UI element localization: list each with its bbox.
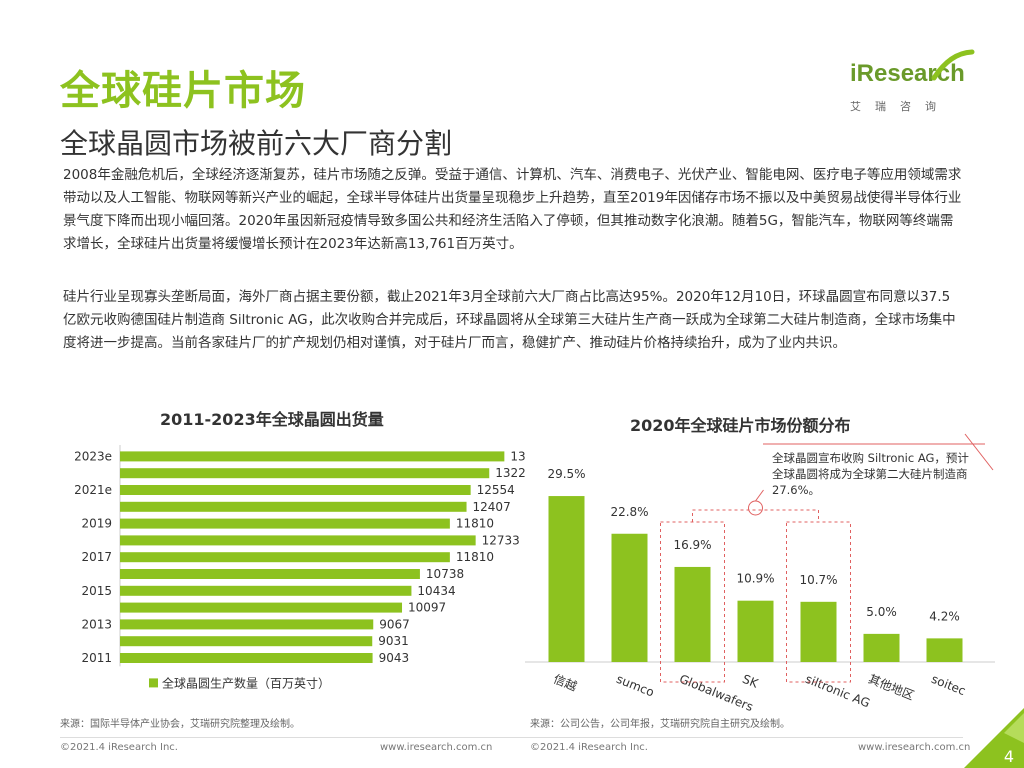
chart1-tick-2015: 2015 — [81, 584, 112, 598]
chart1-legend-label: 全球晶圆生产数量（百万英寸） — [162, 675, 330, 690]
chart1-tick-2019: 2019 — [81, 517, 112, 531]
source-right: 来源：公司公告，公司年报，艾瑞研究院自主研究及绘制。 — [530, 719, 790, 730]
footer-url-right: www.iresearch.com.cn — [858, 742, 971, 753]
chart1-tick-2017: 2017 — [81, 550, 112, 564]
paragraph-1: 2008年金融危机后，全球经济逐渐复苏，硅片市场随之反弹。受益于通信、计算机、汽… — [63, 167, 962, 252]
chart1-value-2015: 10434 — [417, 584, 455, 598]
chart1-bar-2011 — [120, 653, 373, 663]
chart1-value-2019: 11810 — [456, 517, 494, 531]
chart2-highlight-box-2 — [786, 521, 851, 683]
chart2-callout-leader — [755, 489, 764, 502]
chart2-value-Globalwafers: 16.9% — [673, 538, 711, 552]
chart2-bar-soitec — [926, 638, 963, 662]
chart2-tick-sumco: sumco — [614, 672, 656, 700]
source-left: 来源：国际半导体产业协会，艾瑞研究院整理及绘制。 — [60, 719, 300, 730]
chart2-bar-信越 — [548, 496, 585, 662]
chart1-value-2018: 12733 — [482, 533, 520, 547]
chart1-value-2013: 9067 — [379, 617, 410, 631]
chart1-bar-2023e — [120, 451, 505, 462]
chart2-bar-SK — [737, 600, 774, 662]
paragraph-2: 硅片行业呈现寡头垄断局面，海外厂商占据主要份额，截止2021年3月全球前六大厂商… — [63, 289, 956, 351]
chart1-value-2016: 10738 — [426, 567, 464, 581]
chart1-tick-2021e: 2021e — [74, 483, 112, 497]
chart2-tick-siltronic AG: siltronic AG — [803, 672, 872, 711]
chart1-bar-2021e — [120, 485, 471, 495]
chart1-bar-2019 — [120, 518, 450, 529]
footer-divider — [60, 737, 963, 738]
chart2-value-SK: 10.9% — [736, 572, 774, 586]
chart2-title: 2020年全球硅片市场份额分布 — [630, 416, 851, 435]
chart1-bar-2018 — [120, 535, 476, 546]
chart2-value-信越: 29.5% — [547, 467, 585, 481]
chart2-tick-其他地区: 其他地区 — [866, 672, 916, 703]
chart1-bar-2012 — [120, 636, 373, 647]
chart1-value-2022e: 13220 — [495, 466, 525, 480]
chart2-bar-siltronic AG — [800, 601, 837, 662]
chart1-bar-2020 — [120, 501, 467, 512]
chart2-tick-soitec: soitec — [929, 672, 967, 698]
chart1-value-2021e: 12554 — [477, 483, 515, 497]
chart1-bar-2017 — [120, 552, 450, 563]
chart2-tick-SK: SK — [740, 672, 761, 691]
page-number-badge: 4 — [964, 708, 1024, 768]
chart1-bar-2022e — [120, 468, 490, 479]
chart2-value-siltronic AG: 10.7% — [799, 573, 837, 587]
logo-swoosh-icon — [931, 49, 975, 81]
chart2-value-其他地区: 5.0% — [866, 605, 897, 619]
market-share-bar-chart: 29.5%信越22.8%sumco16.9%Globalwafers10.9%S… — [525, 433, 995, 714]
shipment-bar-chart: 13761 2023e 13220 12554 2021e 12407 11810 2019 1… — [74, 445, 525, 690]
chart1-value-2017: 11810 — [456, 550, 494, 564]
chart1-title: 2011-2023年全球晶圆出货量 — [160, 410, 384, 429]
chart2-value-soitec: 4.2% — [929, 609, 960, 623]
chart1-value-2011: 9043 — [379, 651, 410, 665]
chart2-callout-slash — [964, 433, 994, 471]
chart1-tick-2013: 2013 — [81, 617, 112, 631]
chart2-bar-其他地区 — [863, 633, 900, 662]
footer-copyright-right: ©2021.4 iResearch Inc. — [530, 742, 648, 753]
page-title: 全球硅片市场 — [60, 68, 306, 114]
chart1-bar-2013 — [120, 619, 374, 630]
page-subtitle: 全球晶圆市场被前六大厂商分割 — [60, 127, 453, 160]
chart2-connector-node — [748, 500, 763, 516]
chart1-tick-2023e: 2023e — [74, 449, 112, 463]
chart1-bar-2014 — [120, 602, 403, 613]
footer-url-left: www.iresearch.com.cn — [380, 742, 493, 753]
chart1-tick-2011: 2011 — [81, 651, 112, 665]
logo-subtitle: 艾瑞咨询 — [850, 100, 950, 113]
chart1-legend-swatch — [149, 678, 158, 688]
chart2-bar-Globalwafers — [674, 566, 711, 662]
annotation-text: 全球晶圆宣布收购 Siltronic AG，预计全球晶圆将成为全球第二大硅片制造… — [772, 451, 969, 497]
chart1-value-2020: 12407 — [473, 500, 511, 514]
chart2-connector — [692, 509, 819, 522]
page-number: 4 — [1004, 747, 1014, 766]
chart1-value-2014: 10097 — [408, 601, 446, 615]
footer-copyright-left: ©2021.4 iResearch Inc. — [60, 742, 178, 753]
chart1-value-2023e: 13761 — [510, 449, 525, 463]
chart2-tick-信越: 信越 — [551, 672, 579, 694]
chart1-bar-2016 — [120, 569, 420, 579]
chart1-bar-2015 — [120, 585, 412, 596]
chart2-bar-sumco — [611, 533, 648, 662]
chart2-value-sumco: 22.8% — [610, 505, 648, 519]
chart1-value-2012: 9031 — [378, 634, 409, 648]
